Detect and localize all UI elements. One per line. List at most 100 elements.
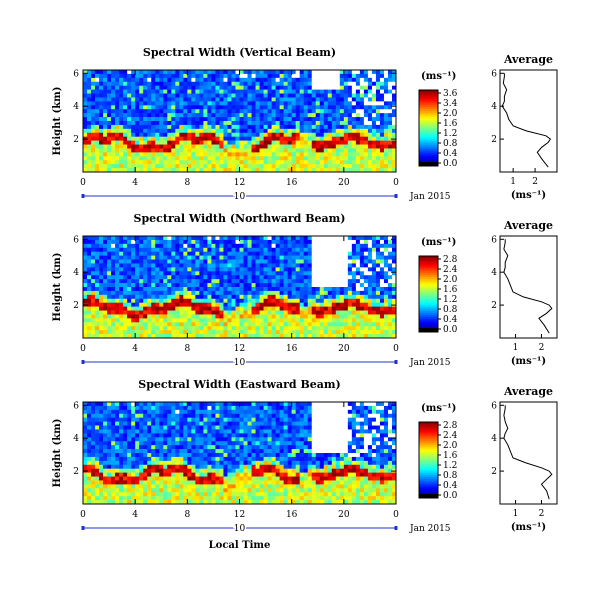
chart0-cell [331, 156, 337, 161]
chart1-cell [291, 322, 296, 327]
chart1-cell [127, 239, 132, 245]
chart1-cell [287, 326, 292, 331]
chart0-cell [315, 168, 321, 173]
chart1-cell [367, 239, 373, 245]
chart2-cell [299, 409, 304, 415]
chart0-cell [187, 89, 192, 94]
chart1-cell [391, 306, 397, 311]
chart2-cell [95, 417, 100, 422]
chart1-cell [391, 298, 397, 303]
chart1-cell [155, 247, 160, 252]
chart0-cell [119, 117, 124, 122]
chart0-cell [235, 109, 240, 114]
chart1-cell [331, 255, 337, 260]
chart1-cell [359, 239, 365, 245]
chart2-cell [155, 409, 160, 415]
chart1-cell [299, 247, 304, 252]
chart1-cell [367, 287, 373, 292]
chart0-cell [227, 168, 232, 173]
chart1-cell [127, 310, 132, 315]
chart2-cell [167, 425, 172, 430]
chart1-cell [115, 302, 120, 307]
chart1-cell [323, 259, 329, 264]
chart0-cell [339, 132, 345, 137]
chart0-cell [227, 89, 232, 94]
chart1-cell [227, 326, 232, 331]
chart1-cell [135, 290, 140, 296]
chart1-cell [363, 247, 369, 252]
chart0-cell [159, 77, 164, 83]
chart0-cell [387, 144, 393, 149]
chart0-cell [187, 97, 192, 102]
chart1-cell [263, 306, 268, 311]
chart0-ytick-label: 2 [73, 135, 79, 145]
chart2-cell [195, 413, 200, 418]
chart1-cell [295, 239, 300, 245]
chart1-colorbar-label: 1.2 [443, 295, 457, 305]
chart1-cell [107, 287, 112, 292]
chart1-cell [187, 326, 192, 331]
chart0-cell [191, 97, 196, 102]
chart0-cell [379, 93, 385, 98]
chart2-cell [219, 413, 224, 418]
chart0-cell [99, 136, 104, 141]
chart0-cell [123, 77, 128, 83]
chart1-cell [271, 236, 276, 241]
chart2-cell [251, 405, 256, 411]
chart1-cell [119, 322, 124, 327]
chart2-cell [243, 409, 248, 415]
chart1-cell [331, 302, 337, 307]
chart1-cell [227, 306, 232, 311]
chart0-cell [175, 97, 180, 102]
chart0-cell [391, 168, 397, 173]
chart2-cell [119, 413, 124, 418]
chart1-cell [131, 267, 136, 272]
chart0-cell [95, 160, 100, 165]
chart1-cell [235, 271, 240, 276]
chart1-cell [335, 298, 341, 303]
chart2-cell [199, 413, 204, 418]
chart2-cell [103, 437, 108, 442]
chart0-cell [175, 89, 180, 94]
chart2-cell [195, 429, 200, 434]
chart2-cell [271, 413, 276, 418]
chart0-cell [371, 144, 377, 149]
chart0-cell [315, 148, 321, 153]
chart0-cell [335, 97, 341, 102]
chart0-cell [347, 77, 353, 83]
chart0-cell [223, 77, 228, 83]
chart1-cell [171, 239, 176, 245]
chart0-cell [307, 89, 313, 94]
chart1-cell [267, 330, 272, 335]
chart1-cell [363, 290, 369, 296]
chart1-cell [323, 314, 329, 319]
chart1-cell [115, 279, 120, 284]
chart1-cell [355, 306, 361, 311]
chart0-cell [303, 70, 309, 75]
chart2-cell [387, 402, 393, 407]
chart2-title: Spectral Width (Eastward Beam) [138, 378, 340, 391]
chart1-cell [175, 314, 180, 319]
chart0-cell [247, 109, 252, 114]
chart1-cell [343, 247, 349, 252]
chart2-cell [91, 413, 96, 418]
chart2-cell [355, 405, 361, 411]
chart0-cell [155, 156, 160, 161]
chart0-cell [343, 105, 349, 110]
chart1-cell [311, 287, 317, 292]
chart0-cell [239, 89, 244, 94]
chart2-cell [227, 413, 232, 418]
chart0-cell [91, 81, 96, 86]
chart2-heatmap [83, 402, 397, 505]
chart0-cell [387, 93, 393, 98]
chart1-cell [323, 318, 329, 323]
chart0-cell [227, 128, 232, 134]
chart1-cell [215, 294, 220, 300]
chart0-cell [251, 156, 256, 161]
chart0-cell [323, 97, 329, 102]
chart1-cell [115, 326, 120, 331]
chart0-cell [379, 105, 385, 110]
chart0-cell [279, 136, 284, 141]
chart2-cell [91, 433, 96, 438]
chart1-cell [175, 298, 180, 303]
